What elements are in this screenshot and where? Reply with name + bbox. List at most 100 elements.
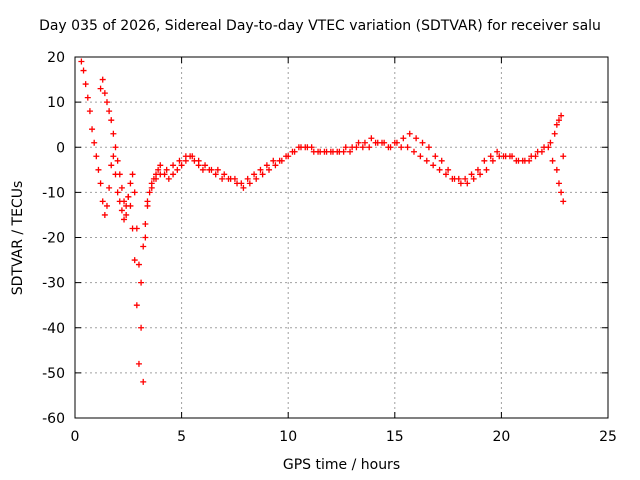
data-point: [133, 302, 140, 309]
data-point: [417, 153, 424, 160]
data-point: [323, 148, 330, 155]
data-point: [515, 157, 522, 164]
y-tick-label: 0: [56, 140, 65, 156]
x-tick-label: 25: [599, 429, 617, 445]
data-point: [93, 153, 100, 160]
data-point: [112, 144, 119, 151]
data-point: [170, 162, 177, 169]
data-point: [528, 153, 535, 160]
data-point: [157, 171, 164, 178]
data-point: [496, 153, 503, 160]
data-point: [195, 157, 202, 164]
data-point: [91, 139, 98, 146]
data-point: [125, 193, 132, 200]
data-point: [468, 171, 475, 178]
data-point: [489, 157, 496, 164]
data-point: [366, 144, 373, 151]
data-point: [101, 90, 108, 97]
data-point: [410, 148, 417, 155]
data-point: [266, 166, 273, 173]
data-point: [199, 166, 206, 173]
data-point: [285, 153, 292, 160]
data-point: [430, 162, 437, 169]
data-point: [110, 130, 117, 137]
data-point: [462, 175, 469, 182]
y-tick-label: -60: [42, 411, 65, 427]
data-point: [114, 189, 121, 196]
data-point: [95, 166, 102, 173]
data-point: [553, 166, 560, 173]
data-point: [398, 144, 405, 151]
data-point: [547, 139, 554, 146]
data-point: [494, 148, 501, 155]
data-point: [144, 198, 151, 205]
data-point: [148, 184, 155, 191]
data-point: [163, 166, 170, 173]
data-point: [246, 180, 253, 187]
y-axis-label: SDTVAR / TECUs: [10, 180, 26, 296]
data-point: [336, 148, 343, 155]
data-point: [189, 153, 196, 160]
y-tick-label: -50: [42, 366, 65, 382]
data-point: [153, 175, 160, 182]
data-point: [445, 166, 452, 173]
data-point: [202, 162, 209, 169]
data-point: [304, 144, 311, 151]
data-point: [406, 130, 413, 137]
data-point: [477, 171, 484, 178]
data-point: [438, 157, 445, 164]
data-point: [425, 144, 432, 151]
data-point: [442, 171, 449, 178]
data-point: [270, 157, 277, 164]
data-point: [133, 225, 140, 232]
data-point: [413, 135, 420, 142]
data-point: [317, 148, 324, 155]
data-point: [135, 261, 142, 268]
data-point: [182, 153, 189, 160]
data-point: [208, 166, 215, 173]
data-point: [121, 198, 128, 205]
data-point: [129, 171, 136, 178]
data-point: [368, 135, 375, 142]
data-point: [99, 198, 106, 205]
grid-lines: [75, 57, 608, 418]
data-point: [170, 171, 177, 178]
data-point: [374, 139, 381, 146]
data-point: [89, 126, 96, 133]
data-point: [108, 162, 115, 169]
data-point: [436, 166, 443, 173]
data-point: [558, 189, 565, 196]
data-point: [103, 202, 110, 209]
data-point: [227, 175, 234, 182]
data-point: [118, 184, 125, 191]
data-point: [551, 130, 558, 137]
data-point: [155, 166, 162, 173]
data-point: [381, 139, 388, 146]
data-point: [176, 157, 183, 164]
data-point: [174, 166, 181, 173]
data-point: [118, 207, 125, 214]
data-point: [400, 135, 407, 142]
data-point: [349, 144, 356, 151]
data-point: [97, 180, 104, 187]
data-point: [553, 121, 560, 128]
data-point: [509, 153, 516, 160]
data-point: [481, 157, 488, 164]
y-tick-label: 20: [47, 50, 65, 66]
data-point: [114, 157, 121, 164]
data-point: [487, 153, 494, 160]
data-point: [560, 198, 567, 205]
data-point: [142, 220, 149, 227]
data-point: [214, 166, 221, 173]
data-point: [541, 144, 548, 151]
data-point: [558, 112, 565, 119]
data-point: [244, 175, 251, 182]
x-tick-label: 5: [177, 429, 186, 445]
data-point: [140, 378, 147, 385]
data-point: [234, 180, 241, 187]
y-tick-label: -10: [42, 185, 65, 201]
data-point: [178, 162, 185, 169]
data-point: [393, 139, 400, 146]
data-point: [131, 189, 138, 196]
data-point: [121, 216, 128, 223]
